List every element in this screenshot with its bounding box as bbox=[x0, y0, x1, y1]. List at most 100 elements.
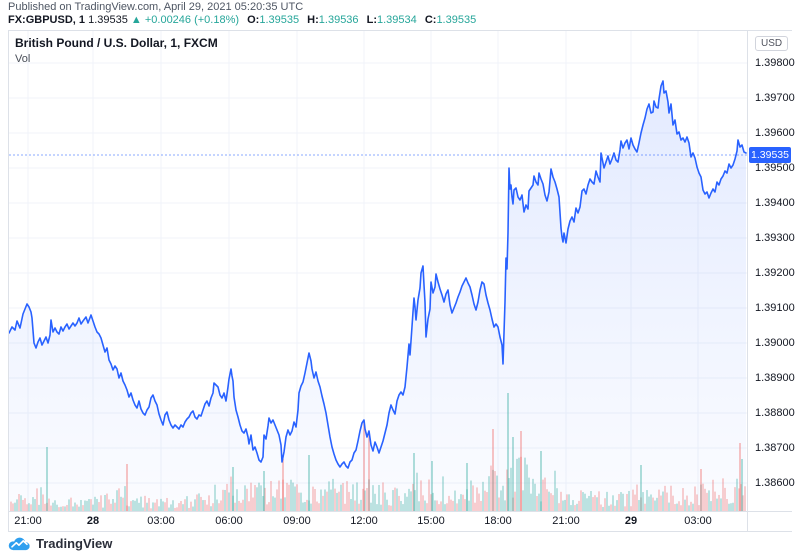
price-axis[interactable]: USD 1.39535 1.39800 1.39700 1.39600 1.39500… bbox=[747, 31, 795, 511]
volume-bar bbox=[420, 480, 422, 511]
volume-bar bbox=[370, 502, 372, 511]
volume-bar-spike bbox=[126, 464, 128, 511]
volume-bar bbox=[740, 484, 742, 511]
volume-bar-spike bbox=[512, 437, 514, 511]
symbol-name[interactable]: FX:GBPUSD, 1 bbox=[8, 14, 86, 26]
volume-bar bbox=[694, 486, 696, 511]
volume-bar bbox=[692, 503, 694, 511]
volume-bar bbox=[350, 499, 352, 511]
volume-bar-spike bbox=[741, 459, 743, 511]
volume-bar bbox=[696, 494, 698, 511]
low-value: 1.39534 bbox=[377, 14, 417, 26]
price-tick-label: 1.38700 bbox=[755, 442, 795, 454]
volume-bar bbox=[256, 487, 258, 511]
volume-bar-spike bbox=[368, 433, 370, 511]
axis-corner bbox=[747, 511, 792, 531]
price-plot-area[interactable] bbox=[9, 31, 747, 511]
time-tick-label: 03:00 bbox=[684, 515, 712, 527]
volume-bar bbox=[412, 483, 414, 511]
volume-bar bbox=[608, 505, 610, 511]
volume-bar bbox=[494, 471, 496, 511]
volume-bar bbox=[324, 489, 326, 511]
volume-bar bbox=[42, 494, 44, 511]
tradingview-logo-text: TradingView bbox=[36, 536, 113, 551]
volume-bar bbox=[574, 505, 576, 511]
volume-bar bbox=[556, 488, 558, 511]
volume-bar bbox=[176, 507, 178, 511]
volume-bar bbox=[338, 491, 340, 511]
volume-bar bbox=[572, 500, 574, 511]
price-tick-label: 1.39100 bbox=[755, 302, 795, 314]
price-tick-label: 1.39700 bbox=[755, 92, 795, 104]
volume-bar bbox=[84, 500, 86, 511]
volume-bar bbox=[402, 504, 404, 511]
volume-bar bbox=[724, 487, 726, 511]
volume-bar bbox=[128, 506, 130, 511]
volume-bar bbox=[400, 500, 402, 511]
volume-bar bbox=[18, 494, 20, 511]
volume-bar bbox=[390, 505, 392, 511]
price-tick-label: 1.39800 bbox=[755, 57, 795, 69]
volume-bar bbox=[536, 496, 538, 511]
volume-indicator-label: Vol bbox=[15, 53, 31, 65]
volume-bar bbox=[254, 485, 256, 511]
volume-bar bbox=[290, 479, 292, 511]
volume-bar bbox=[540, 501, 542, 511]
volume-bar bbox=[436, 500, 438, 511]
volume-bar bbox=[186, 496, 188, 511]
time-tick-label: 12:00 bbox=[350, 515, 378, 527]
volume-bar bbox=[552, 495, 554, 511]
time-axis[interactable]: 21:00 28 03:00 06:00 09:00 12:00 15:00 18:00 21:… bbox=[9, 511, 747, 531]
volume-bar bbox=[734, 487, 736, 511]
time-tick-label: 18:00 bbox=[484, 515, 512, 527]
volume-bar bbox=[228, 492, 230, 511]
volume-bar bbox=[704, 488, 706, 511]
volume-bar bbox=[372, 485, 374, 511]
price-chart-canvas[interactable] bbox=[9, 31, 747, 511]
volume-bar bbox=[168, 507, 170, 511]
volume-bar bbox=[450, 499, 452, 511]
volume-bar bbox=[488, 476, 490, 511]
volume-bar bbox=[322, 495, 324, 511]
volume-bar bbox=[100, 495, 102, 511]
volume-bar bbox=[336, 492, 338, 511]
tradingview-logo[interactable]: TradingView bbox=[8, 536, 112, 551]
volume-bar bbox=[166, 497, 168, 511]
volume-bar bbox=[558, 503, 560, 511]
volume-bar bbox=[652, 497, 654, 511]
volume-bar bbox=[330, 489, 332, 511]
price-tick-label: 1.39600 bbox=[755, 127, 795, 139]
volume-bar bbox=[196, 494, 198, 511]
volume-bar bbox=[438, 504, 440, 511]
volume-bar bbox=[48, 498, 50, 511]
volume-bar bbox=[294, 486, 296, 511]
volume-bar bbox=[34, 499, 36, 511]
volume-bar bbox=[396, 488, 398, 511]
volume-bar bbox=[76, 504, 78, 511]
volume-bar bbox=[206, 504, 208, 511]
volume-bar bbox=[524, 457, 526, 511]
volume-bar bbox=[110, 503, 112, 511]
volume-bar bbox=[238, 500, 240, 511]
volume-bar-spike bbox=[308, 455, 310, 511]
volume-bar bbox=[690, 501, 692, 511]
volume-bar bbox=[144, 495, 146, 511]
last-price-badge: 1.39535 bbox=[749, 147, 791, 163]
volume-bar bbox=[448, 495, 450, 511]
volume-bar bbox=[710, 501, 712, 511]
volume-bar bbox=[352, 484, 354, 511]
volume-bar bbox=[356, 482, 358, 511]
volume-bar bbox=[530, 493, 532, 511]
open-label: O: bbox=[247, 14, 260, 26]
volume-bar bbox=[504, 500, 506, 511]
volume-bar bbox=[194, 499, 196, 511]
volume-bar bbox=[458, 499, 460, 511]
volume-bar bbox=[394, 487, 396, 511]
volume-bar bbox=[636, 484, 638, 511]
volume-bar bbox=[120, 496, 122, 511]
volume-bar bbox=[56, 504, 58, 511]
volume-bar bbox=[598, 491, 600, 511]
volume-bar bbox=[374, 493, 376, 511]
volume-bar bbox=[78, 506, 80, 511]
volume-bar bbox=[360, 499, 362, 511]
